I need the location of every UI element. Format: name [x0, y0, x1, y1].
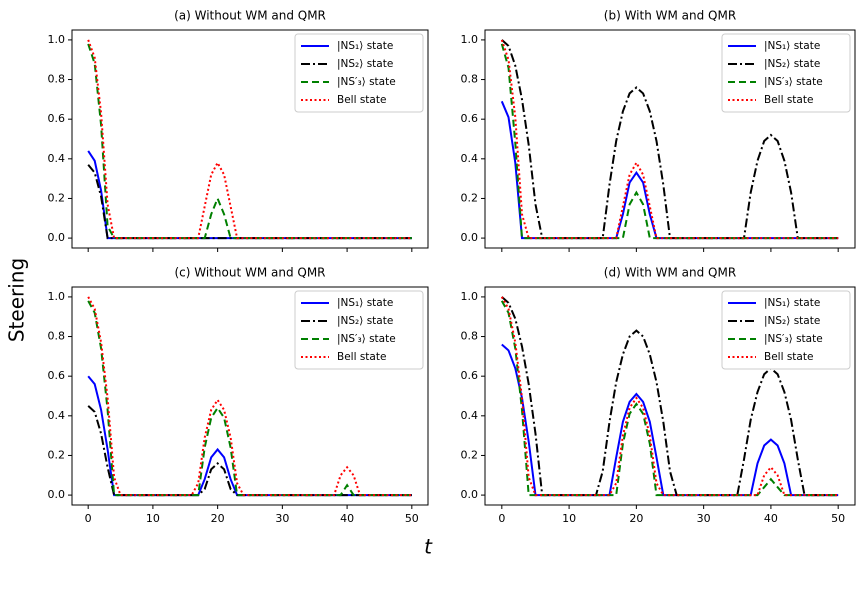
- series-line: [87, 375, 412, 497]
- y-tick-label: 0.0: [48, 488, 66, 501]
- legend-label: Bell state: [337, 94, 386, 106]
- y-tick-label: 0.8: [48, 73, 66, 86]
- x-tick-label: 50: [405, 512, 419, 525]
- y-tick-label: 1.0: [48, 290, 66, 303]
- x-tick-label: 10: [146, 512, 160, 525]
- y-tick-label: 0.6: [461, 369, 479, 382]
- x-tick-label: 30: [697, 512, 711, 525]
- series-line: [87, 39, 412, 240]
- y-tick-label: 0.8: [48, 330, 66, 343]
- legend-box: [721, 290, 851, 370]
- y-tick-label: 0.4: [48, 152, 66, 165]
- legend-label: |NS₂⟩ state: [337, 315, 393, 327]
- axes-frame: [484, 286, 856, 506]
- y-tick-label: 0.8: [461, 330, 479, 343]
- y-tick-label: 0.2: [461, 191, 479, 204]
- y-tick-label: 0.6: [461, 112, 479, 125]
- series-line: [87, 405, 412, 497]
- x-tick-label: 20: [211, 512, 225, 525]
- y-tick-label: 0.4: [48, 409, 66, 422]
- series-line: [87, 164, 412, 240]
- y-tick-label: 0.8: [461, 73, 479, 86]
- legend-box: [721, 33, 851, 113]
- panel-title: (b) With WM and QMR: [604, 9, 736, 23]
- y-tick-label: 0.2: [461, 448, 479, 461]
- legend-label: |NS₁⟩ state: [337, 297, 393, 309]
- x-tick-label: 0: [85, 512, 92, 525]
- y-tick-label: 1.0: [461, 33, 479, 46]
- y-tick-label: 1.0: [48, 33, 66, 46]
- y-tick-label: 0.6: [48, 369, 66, 382]
- x-tick-label: 0: [498, 512, 505, 525]
- series-line: [500, 39, 839, 240]
- panel-title: (c) Without WM and QMR: [174, 266, 325, 280]
- legend-label: |NS₁⟩ state: [764, 40, 820, 52]
- legend-box: [294, 33, 424, 113]
- y-tick-label: 0.4: [461, 409, 479, 422]
- y-tick-label: 0.0: [48, 231, 66, 244]
- x-tick-label: 40: [340, 512, 354, 525]
- y-axis-label: Steering: [5, 258, 29, 342]
- legend-label: Bell state: [764, 351, 813, 363]
- legend-box: [294, 290, 424, 370]
- series-line: [500, 296, 839, 497]
- legend-label: |NS₂⟩ state: [764, 58, 820, 70]
- series-line: [501, 296, 839, 497]
- y-tick-label: 0.0: [461, 231, 479, 244]
- legend-label: |NS₁⟩ state: [337, 40, 393, 52]
- y-tick-label: 0.2: [48, 448, 66, 461]
- panel-title: (d) With WM and QMR: [604, 266, 736, 280]
- legend-label: |NS₂⟩ state: [764, 315, 820, 327]
- x-tick-label: 30: [275, 512, 289, 525]
- series-line: [500, 100, 839, 240]
- x-tick-label: 10: [562, 512, 576, 525]
- legend-label: |NS₂⟩ state: [337, 58, 393, 70]
- legend-label: Bell state: [337, 351, 386, 363]
- panel-title: (a) Without WM and QMR: [174, 9, 326, 23]
- legend-label: Bell state: [764, 94, 813, 106]
- y-tick-label: 1.0: [461, 290, 479, 303]
- axes-frame: [484, 29, 856, 249]
- legend-label: |NS′₃⟩ state: [764, 76, 823, 88]
- series-line: [87, 300, 412, 497]
- legend-label: |NS′₃⟩ state: [337, 333, 396, 345]
- x-tick-label: 40: [764, 512, 778, 525]
- legend-label: |NS₁⟩ state: [764, 297, 820, 309]
- y-tick-label: 0.6: [48, 112, 66, 125]
- y-tick-label: 0.4: [461, 152, 479, 165]
- x-tick-label: 50: [831, 512, 845, 525]
- x-tick-label: 20: [629, 512, 643, 525]
- series-line: [87, 296, 412, 497]
- legend-label: |NS′₃⟩ state: [337, 76, 396, 88]
- axes-frame: [71, 29, 429, 249]
- y-tick-label: 0.0: [461, 488, 479, 501]
- series-line: [501, 39, 839, 240]
- x-axis-label: t: [424, 535, 433, 559]
- series-line: [87, 150, 412, 240]
- y-tick-label: 0.2: [48, 191, 66, 204]
- legend-label: |NS′₃⟩ state: [764, 333, 823, 345]
- axes-frame: [71, 286, 429, 506]
